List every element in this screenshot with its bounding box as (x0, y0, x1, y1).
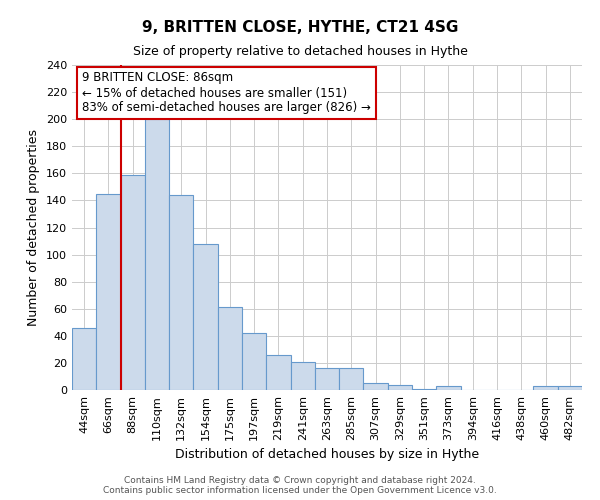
Bar (412, 388, 436, 390)
Bar (121, 174, 145, 390)
Bar (388, 384, 412, 390)
Bar (193, 244, 218, 390)
Text: Size of property relative to detached houses in Hythe: Size of property relative to detached ho… (133, 45, 467, 58)
Text: 9, BRITTEN CLOSE, HYTHE, CT21 4SG: 9, BRITTEN CLOSE, HYTHE, CT21 4SG (142, 20, 458, 35)
X-axis label: Distribution of detached houses by size in Hythe: Distribution of detached houses by size … (175, 448, 479, 462)
Bar (558, 386, 582, 390)
Bar (339, 368, 364, 390)
Y-axis label: Number of detached properties: Number of detached properties (28, 129, 40, 326)
Bar (242, 333, 266, 390)
Bar (96, 194, 121, 390)
Bar (436, 386, 461, 390)
Bar (315, 368, 339, 390)
Bar (533, 386, 558, 390)
Bar (145, 119, 169, 390)
Text: 9 BRITTEN CLOSE: 86sqm
← 15% of detached houses are smaller (151)
83% of semi-de: 9 BRITTEN CLOSE: 86sqm ← 15% of detached… (82, 72, 371, 114)
Bar (364, 383, 388, 390)
Bar (218, 308, 242, 390)
Text: Contains HM Land Registry data © Crown copyright and database right 2024.
Contai: Contains HM Land Registry data © Crown c… (103, 476, 497, 495)
Bar (266, 355, 290, 390)
Bar (169, 195, 193, 390)
Bar (72, 328, 96, 390)
Bar (290, 362, 315, 390)
